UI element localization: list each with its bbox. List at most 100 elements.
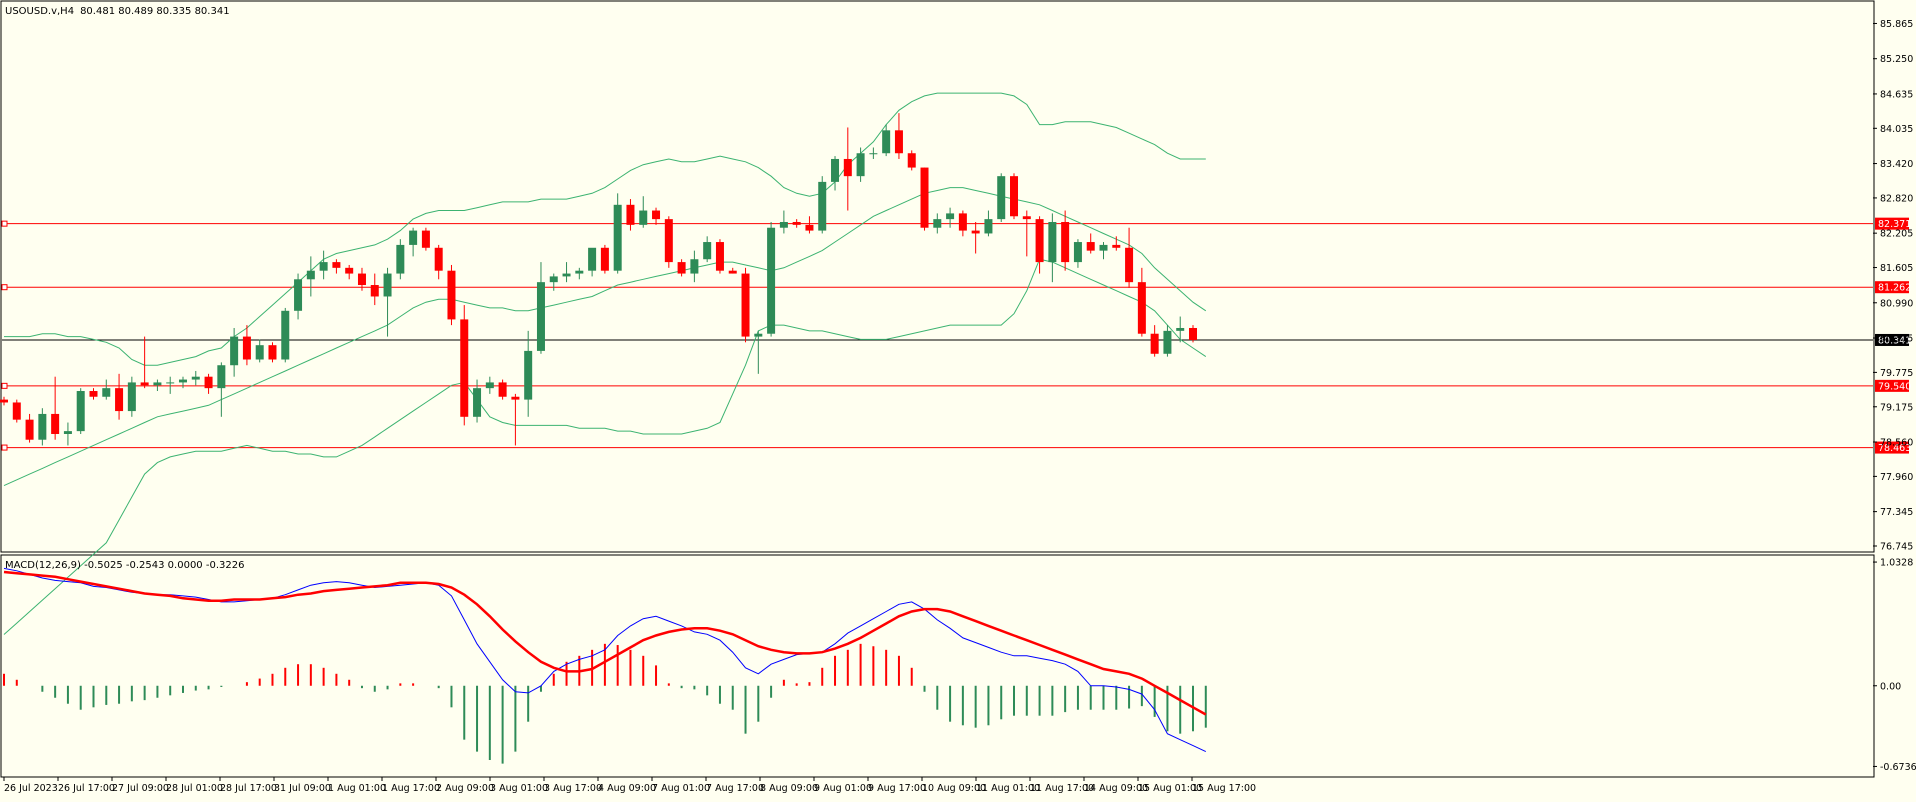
price-tick-label: 77.345 [1880, 507, 1913, 518]
candle-body [805, 224, 814, 231]
time-tick-label: 9 Aug 01:00 [814, 783, 872, 794]
candle-body [102, 388, 111, 397]
line-anchor[interactable] [1, 220, 8, 227]
candle [1125, 227, 1134, 288]
candle [588, 247, 597, 277]
candle [831, 156, 840, 191]
candle [971, 221, 980, 254]
candle-body [894, 130, 903, 154]
candle-body [1163, 330, 1172, 354]
candle [805, 216, 814, 234]
candle-body [242, 336, 251, 360]
candle [779, 210, 788, 234]
candle [920, 167, 929, 231]
line-anchor[interactable] [1, 444, 8, 451]
time-tick-label: 9 Aug 17:00 [868, 783, 926, 794]
candle-body [575, 270, 584, 274]
price-tick-label: 81.605 [1880, 263, 1913, 274]
price-axis: 85.865 85.250 84.635 84.035 83.420 82.820 82.2… [1873, 19, 1916, 773]
price-tick-label: 79.775 [1880, 368, 1913, 379]
candle [1163, 325, 1172, 357]
price-tick-label: 85.250 [1880, 54, 1913, 65]
time-tick-label: 11 Aug 17:00 [1030, 783, 1094, 794]
candle [958, 210, 967, 237]
bollinger-bands-layer [3, 92, 1207, 635]
candle [754, 330, 763, 374]
candle-body [191, 376, 200, 380]
candle-body [524, 350, 533, 400]
time-tick-label: 10 Aug 09:00 [922, 783, 986, 794]
candle [715, 239, 724, 274]
price-label-text: 81.262 [1878, 283, 1911, 294]
candle [460, 305, 469, 426]
candle [166, 376, 175, 394]
candle-body [473, 388, 482, 417]
candle-body [345, 267, 354, 274]
candle [1022, 210, 1031, 257]
candle-body [882, 130, 891, 154]
time-tick-label: 8 Aug 09:00 [760, 783, 818, 794]
candle-body [178, 379, 187, 383]
macd-label: MACD(12,26,9) -0.5025 -0.2543 0.0000 -0.… [5, 560, 244, 571]
candle-body [140, 382, 149, 386]
candle [946, 207, 955, 228]
candle [332, 259, 341, 274]
candle-body [677, 262, 686, 274]
time-tick-label: 28 Jul 17:00 [220, 783, 277, 794]
candle-body [562, 273, 571, 277]
candle-body [51, 413, 60, 434]
price-panel-frame [0, 0, 1875, 553]
candle-body [818, 181, 827, 231]
candle-body [549, 276, 558, 283]
time-tick-label: 15 Aug 01:00 [1138, 783, 1202, 794]
candle-body [89, 391, 98, 397]
candle-body [294, 279, 303, 311]
candle-body [153, 382, 162, 386]
candle-body [626, 204, 635, 225]
price-label-box [1875, 217, 1909, 230]
candle [1099, 242, 1108, 260]
candle [741, 267, 750, 343]
time-tick-label: 1 Aug 17:00 [382, 783, 440, 794]
candle [217, 362, 226, 417]
candle-body [703, 242, 712, 260]
line-anchor[interactable] [1, 284, 8, 291]
candle [600, 244, 609, 274]
price-tick-label: 82.820 [1880, 193, 1913, 204]
candle [383, 267, 392, 337]
candle-body [127, 382, 136, 412]
current-price-text: 80.341 [1878, 335, 1911, 346]
candle [191, 370, 200, 386]
candle [524, 330, 533, 417]
candle-body [1073, 242, 1082, 263]
candle-body [600, 247, 609, 271]
candle [370, 273, 379, 306]
candle [997, 173, 1006, 222]
candle [613, 193, 622, 274]
candle [242, 325, 251, 366]
candle-body [409, 230, 418, 245]
macd-main-line [3, 567, 1207, 753]
candle [652, 207, 661, 225]
candle-body [485, 382, 494, 389]
candle-body [946, 213, 955, 220]
line-anchor[interactable] [1, 382, 8, 389]
current-price-box [1875, 333, 1909, 346]
candle [575, 267, 584, 280]
candle [1137, 267, 1146, 337]
candle [690, 250, 699, 283]
candle-body [268, 345, 277, 360]
candle [1112, 236, 1121, 251]
candle-body [652, 210, 661, 220]
macd-tick-label: -0.6736 [1880, 762, 1916, 773]
candle [639, 196, 648, 228]
candle [178, 376, 187, 389]
candle-body [639, 210, 648, 225]
price-tick-label: 76.745 [1880, 542, 1913, 553]
candle-body [63, 431, 72, 434]
symbol-label: USOUSD.v,H4 80.481 80.489 80.335 80.341 [5, 6, 230, 17]
price-tick-label: 83.420 [1880, 159, 1913, 170]
time-tick-label: 26 Jul 2023 [4, 783, 58, 794]
